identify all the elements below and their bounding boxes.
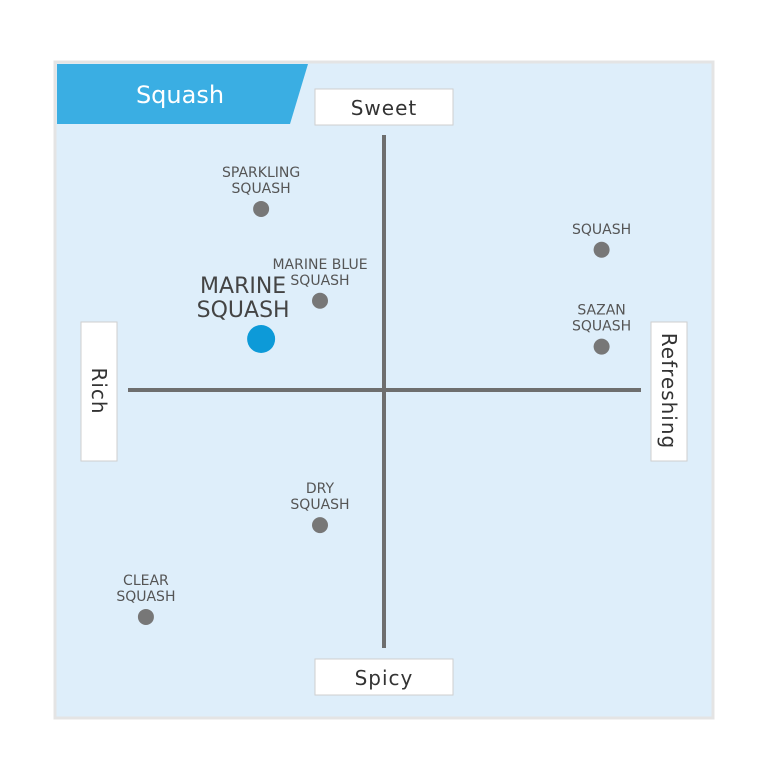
- data-point-label: DRY: [306, 481, 335, 497]
- data-point: [253, 200, 270, 217]
- data-point-label: MARINE: [200, 274, 286, 299]
- data-point-label: CLEAR: [123, 573, 169, 589]
- data-point-label: SQUASH: [290, 497, 349, 513]
- data-point-label: SQUASH: [197, 298, 290, 323]
- data-point-label: SQUASH: [116, 589, 175, 605]
- data-point-group: SQUASH: [572, 222, 631, 258]
- axis-label-left-text: Rich: [87, 367, 111, 414]
- data-point-label: MARINE BLUE: [272, 257, 367, 273]
- axis-label-top: Sweet: [314, 88, 454, 126]
- axis-label-left: Rich: [80, 321, 118, 462]
- axis-label-right: Refreshing: [650, 321, 688, 462]
- data-point-label: SQUASH: [232, 181, 291, 197]
- data-point-label: SQUASH: [290, 273, 349, 289]
- data-point: [593, 241, 610, 258]
- axis-label-bottom-text: Spicy: [355, 666, 414, 690]
- chart-title: Squash: [136, 81, 224, 109]
- data-point: [137, 608, 154, 625]
- axis-label-top-text: Sweet: [351, 96, 418, 120]
- data-point: [312, 292, 328, 309]
- data-point-label: SQUASH: [572, 319, 631, 335]
- data-point-label: SQUASH: [572, 222, 631, 238]
- axis-label-bottom: Spicy: [314, 658, 454, 696]
- title-banner: [57, 64, 308, 124]
- data-point-label: SPARKLING: [222, 165, 300, 181]
- data-point: [593, 338, 610, 355]
- data-point: [312, 517, 328, 534]
- data-point-label: SAZAN: [577, 303, 625, 319]
- highlighted-point: [247, 325, 276, 353]
- axis-label-right-text: Refreshing: [657, 333, 681, 449]
